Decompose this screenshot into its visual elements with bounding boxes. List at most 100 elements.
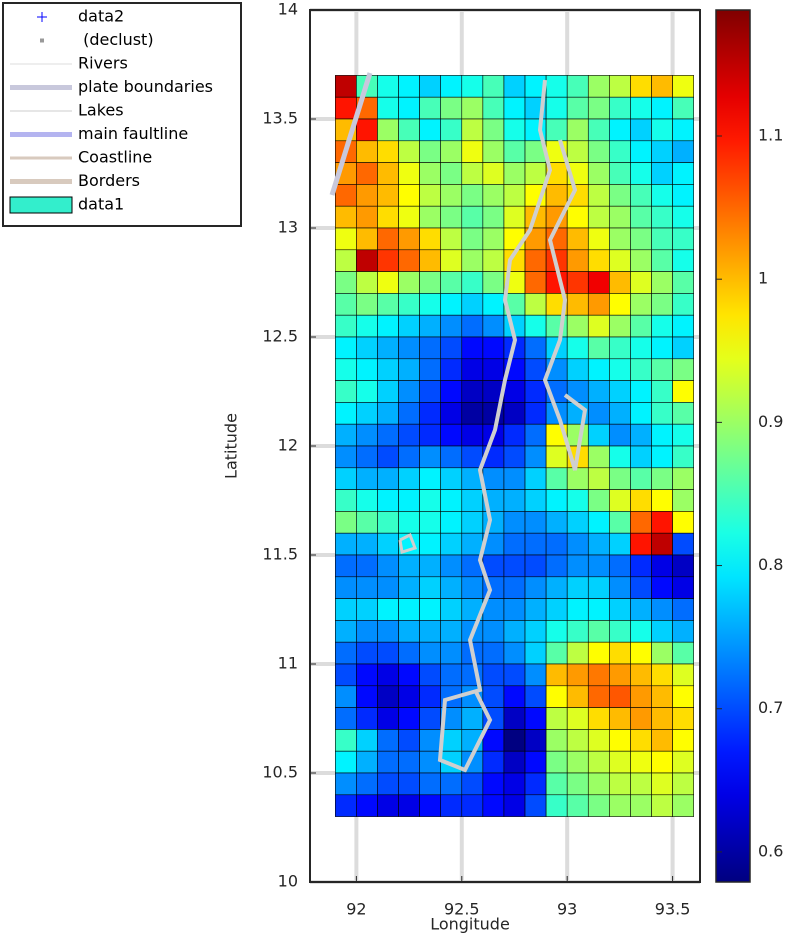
legend-symbol [9, 196, 73, 214]
cell [672, 532, 694, 556]
x-tick-label: 92 [346, 900, 366, 919]
cell [419, 729, 442, 752]
cell [440, 554, 463, 578]
cell [334, 794, 357, 817]
cell [566, 227, 589, 251]
cell [419, 249, 442, 272]
cell [356, 598, 378, 621]
cell [461, 423, 484, 447]
legend: data2 (declust) Rivers plate boundaries Lak… [2, 2, 242, 227]
cell [461, 75, 484, 98]
cell [419, 576, 442, 599]
cell [524, 685, 547, 708]
cell [419, 794, 442, 817]
cell [334, 554, 357, 578]
cell [630, 423, 652, 447]
cell [630, 140, 652, 163]
cell [503, 685, 526, 708]
cell [566, 772, 589, 796]
cell [566, 598, 589, 621]
cell [566, 118, 589, 142]
cell [503, 162, 526, 185]
cell [461, 314, 484, 338]
cell [672, 184, 694, 207]
cell [398, 162, 420, 185]
cell [334, 598, 357, 621]
cell [334, 358, 357, 381]
cell [524, 532, 547, 556]
cell [587, 685, 610, 708]
cell [566, 511, 589, 534]
cell [587, 663, 610, 687]
cell [609, 249, 631, 272]
cell [630, 772, 652, 796]
legend-label: Rivers [78, 54, 128, 73]
heatmap [334, 75, 694, 817]
cell [651, 336, 673, 360]
cell [587, 118, 610, 142]
cell [398, 576, 420, 599]
cell [482, 118, 505, 142]
cell [587, 729, 610, 752]
cell [461, 184, 484, 207]
cell [377, 663, 399, 687]
cell [356, 162, 378, 185]
cell [356, 620, 378, 643]
cell [545, 663, 568, 687]
colorbar-ticks: 0.6 0.7 0.8 0.9 1 1.1 [716, 126, 783, 860]
cell [398, 75, 420, 98]
cell [334, 663, 357, 687]
cell [524, 489, 547, 512]
cell [377, 336, 399, 360]
legend-label: main faultline [78, 124, 188, 143]
cell [461, 96, 484, 120]
cell [609, 358, 631, 381]
cell [482, 96, 505, 120]
cell [440, 663, 463, 687]
cell [503, 663, 526, 687]
cell [419, 380, 442, 403]
cell [503, 554, 526, 578]
cell [630, 598, 652, 621]
cell [672, 641, 694, 665]
cell [545, 96, 568, 120]
cell [334, 620, 357, 643]
cell [524, 336, 547, 360]
cell [651, 685, 673, 708]
cell [398, 511, 420, 534]
cell [482, 641, 505, 665]
cell [672, 402, 694, 425]
cell [440, 96, 463, 120]
cell [482, 685, 505, 708]
legend-marker [40, 38, 44, 43]
cell [377, 772, 399, 796]
cell [672, 554, 694, 578]
cell [651, 118, 673, 142]
cell [334, 532, 357, 556]
cell [545, 467, 568, 490]
cell [566, 663, 589, 687]
cell [587, 467, 610, 490]
cell [503, 772, 526, 796]
cell [566, 336, 589, 360]
y-tick-label: 11.5 [262, 545, 298, 564]
y-tick-label: 12 [278, 436, 298, 455]
cell [482, 772, 505, 796]
cell [419, 205, 442, 229]
cell [482, 314, 505, 338]
cell [587, 140, 610, 163]
cell [587, 794, 610, 817]
cell [398, 554, 420, 578]
legend-label: plate boundaries [78, 77, 213, 96]
cell [609, 620, 631, 643]
cell [461, 162, 484, 185]
cell [672, 620, 694, 643]
cell [545, 641, 568, 665]
cell [524, 750, 547, 774]
cell [609, 750, 631, 774]
cell [651, 205, 673, 229]
x-tick-label: 92.5 [444, 900, 480, 919]
cell [651, 511, 673, 534]
cell [461, 358, 484, 381]
cell [482, 184, 505, 207]
